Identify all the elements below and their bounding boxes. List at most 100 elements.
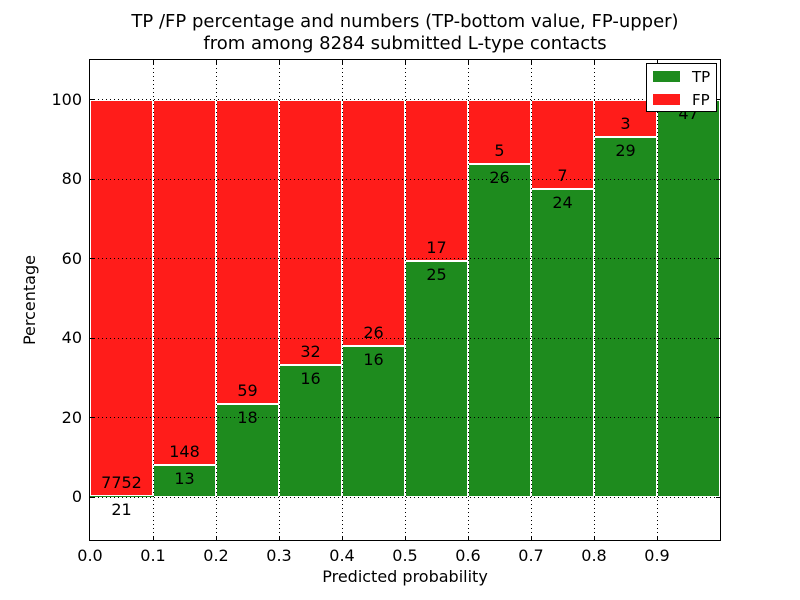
x-tick-top	[404, 60, 406, 64]
x-axis-label: Predicted probability	[322, 567, 488, 586]
x-tick-label: 0.0	[77, 546, 103, 565]
bar-segment-tp	[153, 464, 216, 497]
y-tick-left	[90, 337, 94, 339]
y-tick-left	[90, 178, 94, 180]
x-tick-bottom	[593, 536, 595, 540]
tp-count-label: 16	[363, 349, 384, 369]
bar-segment-fp	[90, 99, 153, 496]
bar-segment-fp	[216, 99, 279, 405]
y-tick-right	[716, 99, 720, 101]
bar-segment-tp	[216, 404, 279, 497]
x-tick-top	[278, 60, 280, 64]
x-tick-label: 0.2	[203, 546, 229, 565]
bar-segment-fp	[342, 99, 405, 346]
bar-segment-fp	[279, 99, 342, 365]
legend-label-fp: FP	[692, 90, 710, 109]
fp-count-label: 32	[300, 341, 321, 361]
y-tick-left	[90, 496, 94, 498]
tp-count-label: 29	[615, 140, 636, 160]
y-tick-label: 60	[61, 248, 82, 268]
v-gridline	[404, 60, 406, 540]
fp-count-label: 3	[620, 113, 631, 133]
bar-segment-fp	[468, 99, 531, 164]
bar-segment-fp	[531, 99, 594, 190]
x-tick-top	[341, 60, 343, 64]
fp-count-label: 59	[237, 381, 258, 401]
chart-title-line1: TP /FP percentage and numbers (TP-bottom…	[131, 11, 679, 32]
fp-count-label: 148	[169, 441, 200, 461]
x-tick-label: 0.7	[518, 546, 544, 565]
bar-segment-tp	[405, 260, 468, 497]
fp-count-label: 26	[363, 322, 384, 342]
x-tick-label: 0.1	[140, 546, 166, 565]
v-gridline	[593, 60, 595, 540]
chart-title-line2: from among 8284 submitted L-type contact…	[203, 33, 607, 54]
bar-segment-fp	[405, 99, 468, 261]
x-tick-label: 0.5	[392, 546, 418, 565]
v-gridline	[215, 60, 217, 540]
y-tick-left	[90, 99, 94, 101]
tp-count-label: 16	[300, 368, 321, 388]
x-tick-top	[152, 60, 154, 64]
legend-entry-tp: TP	[647, 66, 716, 87]
tp-count-label: 18	[237, 408, 258, 428]
x-tick-top	[215, 60, 217, 64]
tp-count-label: 25	[426, 264, 447, 284]
x-tick-bottom	[215, 536, 217, 540]
x-tick-label: 0.4	[329, 546, 355, 565]
fp-swatch-icon	[653, 94, 680, 105]
y-tick-label: 20	[61, 407, 82, 427]
y-tick-label: 80	[61, 169, 82, 189]
chart-title: TP /FP percentage and numbers (TP-bottom…	[90, 11, 720, 55]
x-tick-top	[467, 60, 469, 64]
y-tick-label: 40	[61, 328, 82, 348]
y-tick-left	[90, 417, 94, 419]
x-tick-bottom	[404, 536, 406, 540]
v-gridline	[341, 60, 343, 540]
x-tick-label: 0.3	[266, 546, 292, 565]
fp-count-label: 7	[557, 166, 568, 186]
v-gridline	[467, 60, 469, 540]
bar-segment-tp	[90, 495, 153, 497]
y-tick-right	[716, 337, 720, 339]
fp-count-label: 7752	[101, 472, 142, 492]
fp-count-label: 5	[494, 140, 505, 160]
v-gridline	[530, 60, 532, 540]
x-tick-label: 0.9	[644, 546, 670, 565]
v-gridline	[656, 60, 658, 540]
x-tick-top	[530, 60, 532, 64]
x-tick-bottom	[467, 536, 469, 540]
tp-count-label: 26	[489, 167, 510, 187]
x-tick-label: 0.8	[581, 546, 607, 565]
v-gridline	[152, 60, 154, 540]
legend-entry-fp: FP	[647, 89, 716, 110]
bar-segment-tp	[531, 189, 594, 497]
fp-count-label: 17	[426, 237, 447, 257]
x-tick-top	[593, 60, 595, 64]
y-tick-left	[90, 258, 94, 260]
tp-swatch-icon	[653, 71, 680, 82]
bar-segment-tp	[657, 99, 720, 497]
y-tick-right	[716, 178, 720, 180]
y-tick-label: 100	[51, 89, 82, 109]
v-gridline	[278, 60, 280, 540]
x-tick-label: 0.6	[455, 546, 481, 565]
y-axis-label: Percentage	[20, 255, 39, 346]
y-tick-right	[716, 258, 720, 260]
legend-label-tp: TP	[692, 67, 711, 86]
tp-count-label: 13	[174, 468, 195, 488]
tp-count-label: 21	[111, 499, 132, 519]
tp-count-label: 24	[552, 193, 573, 213]
y-tick-right	[716, 496, 720, 498]
bar-segment-tp	[594, 136, 657, 497]
y-tick-label: 0	[71, 487, 82, 506]
x-tick-bottom	[530, 536, 532, 540]
y-tick-right	[716, 417, 720, 419]
legend: TP FP	[646, 63, 717, 112]
x-tick-bottom	[278, 536, 280, 540]
bar-segment-tp	[468, 163, 531, 497]
x-tick-bottom	[656, 536, 658, 540]
x-tick-bottom	[152, 536, 154, 540]
x-tick-top	[656, 60, 658, 64]
